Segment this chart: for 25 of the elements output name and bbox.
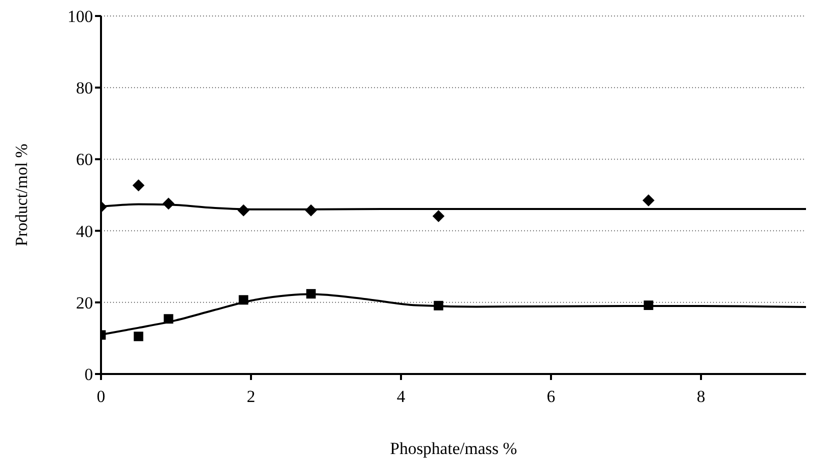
x-tick-label: 8 bbox=[696, 387, 706, 406]
point bbox=[306, 289, 316, 299]
point bbox=[434, 300, 444, 310]
y-tick-label: 0 bbox=[84, 365, 93, 384]
point bbox=[134, 332, 144, 342]
y-tick-label: 40 bbox=[76, 222, 93, 241]
point bbox=[305, 204, 317, 216]
point bbox=[162, 198, 174, 210]
y-tick-label: 80 bbox=[76, 78, 93, 98]
x-tick-label: 4 bbox=[396, 387, 406, 406]
point bbox=[238, 295, 248, 305]
point bbox=[132, 179, 144, 192]
y-tick-label: 20 bbox=[76, 293, 93, 312]
x-tick-label: 2 bbox=[246, 387, 256, 406]
point bbox=[238, 204, 250, 216]
point bbox=[432, 210, 444, 222]
y-tick-label: 100 bbox=[68, 7, 93, 26]
y-axis-title: Product/mol % bbox=[12, 144, 32, 246]
point bbox=[164, 314, 174, 324]
x-tick-label: 0 bbox=[96, 387, 106, 406]
point bbox=[644, 300, 654, 310]
y-tick-label: 60 bbox=[76, 150, 93, 170]
point bbox=[642, 194, 654, 206]
x-tick-label: 6 bbox=[546, 387, 556, 406]
x-axis-title: Phosphate/mass % bbox=[390, 439, 518, 458]
